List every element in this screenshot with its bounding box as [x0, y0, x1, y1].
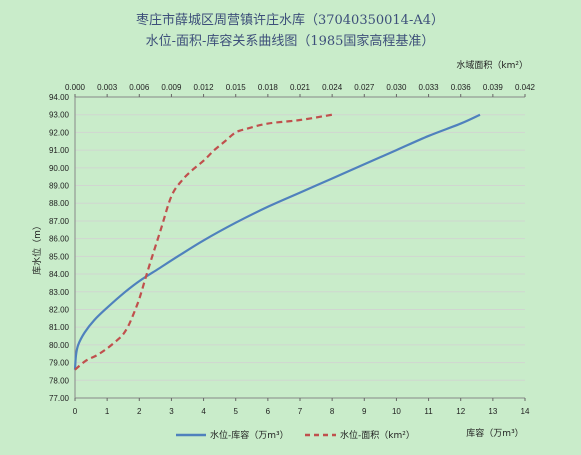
x-top-tick-label: 0.036 [451, 83, 472, 92]
legend: 水位-库容（万m³） 水位-面积（km²） [176, 429, 415, 441]
y-tick-label: 80.00 [49, 341, 70, 350]
y-tick-label: 89.00 [49, 182, 70, 191]
y-tick-label: 90.00 [49, 164, 70, 173]
y-tick-label: 94.00 [49, 93, 70, 102]
x-top-tick-label: 0.033 [419, 83, 440, 92]
x-bottom-tick-label: 8 [330, 407, 335, 416]
x-bottom-tick-label: 6 [266, 407, 271, 416]
x-top-tick-label: 0.000 [65, 83, 86, 92]
y-tick-label: 82.00 [49, 305, 70, 314]
series-line-storage [73, 113, 481, 370]
x-top-tick-label: 0.042 [515, 83, 536, 92]
y-tick-label: 92.00 [49, 128, 70, 137]
y-tick-label: 93.00 [49, 111, 70, 120]
x-bottom-tick-label: 0 [73, 407, 78, 416]
y-tick-label: 87.00 [49, 217, 70, 226]
x-axis-bottom-label: 库容（万m³） [466, 427, 523, 439]
y-tick-label: 81.00 [49, 323, 70, 332]
x-top-tick-label: 0.006 [129, 83, 150, 92]
y-tick-label: 84.00 [49, 270, 70, 279]
x-top-tick-label: 0.009 [161, 83, 182, 92]
chart-title-line2: 水位-面积-库容关系曲线图（1985国家高程基准） [146, 33, 435, 49]
x-top-tick-label: 0.015 [226, 83, 247, 92]
x-bottom-tick-label: 2 [137, 407, 142, 416]
y-axis-label: 库水位（m） [31, 221, 43, 275]
x-bottom-tick-label: 13 [488, 407, 497, 416]
y-tick-label: 91.00 [49, 146, 70, 155]
x-bottom-tick-label: 5 [233, 407, 238, 416]
x-bottom-tick-label: 14 [521, 407, 530, 416]
x-bottom-tick-label: 4 [201, 407, 206, 416]
x-top-tick-label: 0.012 [194, 83, 215, 92]
series-layer [73, 113, 481, 371]
x-bottom-tick-label: 10 [392, 407, 401, 416]
y-tick-label: 86.00 [49, 235, 70, 244]
x-axis-top-ticks: 0.000 0.003 0.006 0.009 0.012 0.015 0.018 0.021… [65, 83, 536, 97]
chart-title-line1: 枣庄市薛城区周营镇许庄水库（37040350014-A4） [136, 12, 444, 28]
x-bottom-tick-label: 9 [362, 407, 367, 416]
x-top-tick-label: 0.027 [354, 83, 375, 92]
y-tick-label: 83.00 [49, 288, 70, 297]
legend-label-area: 水位-面积（km²） [340, 429, 415, 441]
x-top-tick-label: 0.018 [258, 83, 279, 92]
x-bottom-tick-label: 3 [169, 407, 174, 416]
y-tick-label: 78.00 [49, 376, 70, 385]
x-bottom-tick-label: 11 [424, 407, 433, 416]
x-top-tick-label: 0.003 [97, 83, 118, 92]
y-tick-label: 79.00 [49, 359, 70, 368]
x-bottom-tick-label: 7 [298, 407, 303, 416]
series-line-area [74, 113, 333, 371]
y-axis-ticks: 77.00 78.00 79.00 80.00 81.00 82.00 83.00 84.00… [49, 93, 70, 403]
y-tick-label: 77.00 [49, 394, 70, 403]
x-top-tick-label: 0.021 [290, 83, 311, 92]
x-top-tick-label: 0.030 [386, 83, 407, 92]
x-bottom-tick-label: 1 [105, 407, 110, 416]
legend-label-storage: 水位-库容（万m³） [210, 429, 289, 441]
y-tick-label: 88.00 [49, 199, 70, 208]
x-bottom-tick-label: 12 [456, 407, 465, 416]
y-tick-label: 85.00 [49, 252, 70, 261]
x-top-tick-label: 0.039 [483, 83, 504, 92]
x-top-tick-label: 0.024 [322, 83, 343, 92]
x-axis-top-label: 水域面积（km²） [456, 59, 528, 71]
x-axis-bottom-ticks: 0 1 2 3 4 5 6 7 8 9 10 11 12 13 14 [73, 398, 530, 416]
